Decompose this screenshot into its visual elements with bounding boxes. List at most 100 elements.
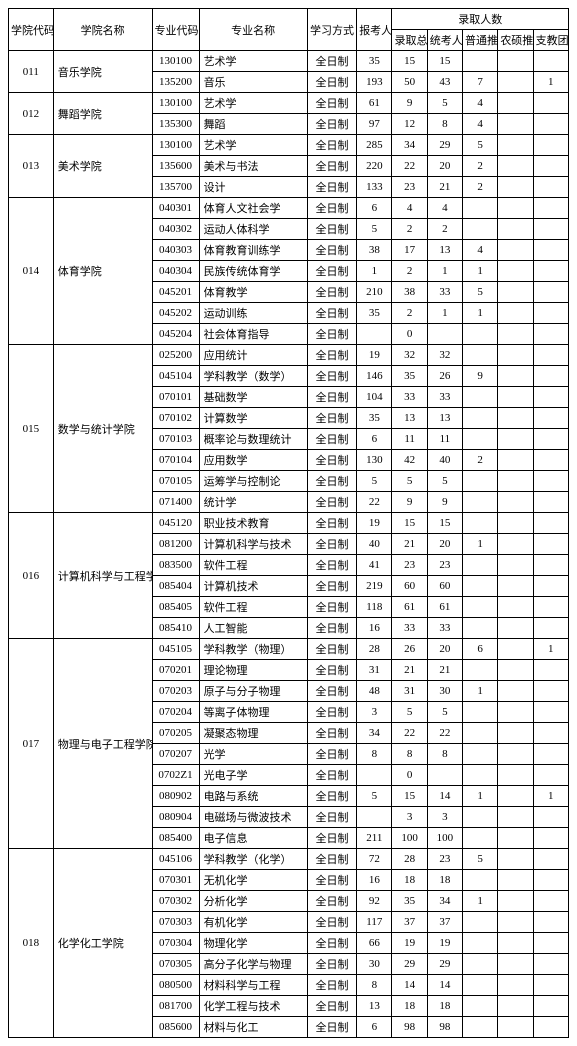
admit-support-cell [533, 429, 568, 450]
admit-support-cell [533, 828, 568, 849]
admit-rural-cell [498, 429, 533, 450]
admit-total-cell: 2 [392, 261, 427, 282]
school-name-cell: 舞蹈学院 [53, 93, 152, 135]
admit-general-cell [463, 471, 498, 492]
major-code-cell: 045202 [152, 303, 199, 324]
major-code-cell: 045201 [152, 282, 199, 303]
admit-general-cell [463, 660, 498, 681]
table-row: 016计算机科学与工程学院045120职业技术教育全日制191515 [9, 513, 569, 534]
major-code-cell: 040304 [152, 261, 199, 282]
admit-rural-cell [498, 198, 533, 219]
study-mode-cell: 全日制 [307, 156, 356, 177]
study-mode-cell: 全日制 [307, 786, 356, 807]
admit-rural-cell [498, 786, 533, 807]
major-name-cell: 理论物理 [199, 660, 307, 681]
study-mode-cell: 全日制 [307, 702, 356, 723]
admit-exam-cell: 20 [427, 639, 462, 660]
admit-total-cell: 22 [392, 156, 427, 177]
major-name-cell: 有机化学 [199, 912, 307, 933]
applicants-cell: 285 [357, 135, 392, 156]
school-code-cell: 013 [9, 135, 54, 198]
admit-support-cell [533, 219, 568, 240]
admit-total-cell: 15 [392, 786, 427, 807]
major-code-cell: 070103 [152, 429, 199, 450]
major-code-cell: 135300 [152, 114, 199, 135]
admit-support-cell [533, 471, 568, 492]
study-mode-cell: 全日制 [307, 1017, 356, 1038]
admit-total-cell: 0 [392, 765, 427, 786]
admit-general-cell: 1 [463, 261, 498, 282]
admit-rural-cell [498, 660, 533, 681]
major-code-cell: 070203 [152, 681, 199, 702]
header-study-mode: 学习方式 [307, 9, 356, 51]
admit-support-cell [533, 597, 568, 618]
applicants-cell: 72 [357, 849, 392, 870]
major-code-cell: 085410 [152, 618, 199, 639]
major-code-cell: 130100 [152, 135, 199, 156]
study-mode-cell: 全日制 [307, 51, 356, 72]
major-name-cell: 体育教学 [199, 282, 307, 303]
admit-rural-cell [498, 891, 533, 912]
admit-support-cell [533, 933, 568, 954]
major-name-cell: 统计学 [199, 492, 307, 513]
school-name-cell: 物理与电子工程学院 [53, 639, 152, 849]
admit-general-cell [463, 933, 498, 954]
admit-exam-cell: 40 [427, 450, 462, 471]
admit-rural-cell [498, 828, 533, 849]
admit-general-cell: 1 [463, 891, 498, 912]
admit-rural-cell [498, 366, 533, 387]
admit-rural-cell [498, 555, 533, 576]
applicants-cell: 146 [357, 366, 392, 387]
major-name-cell: 计算数学 [199, 408, 307, 429]
admit-total-cell: 38 [392, 282, 427, 303]
admit-general-cell [463, 576, 498, 597]
major-name-cell: 光学 [199, 744, 307, 765]
applicants-cell: 133 [357, 177, 392, 198]
study-mode-cell: 全日制 [307, 513, 356, 534]
study-mode-cell: 全日制 [307, 807, 356, 828]
admit-rural-cell [498, 870, 533, 891]
school-code-cell: 014 [9, 198, 54, 345]
study-mode-cell: 全日制 [307, 576, 356, 597]
admit-rural-cell [498, 408, 533, 429]
applicants-cell: 5 [357, 219, 392, 240]
admit-support-cell [533, 870, 568, 891]
admit-general-cell [463, 555, 498, 576]
admit-total-cell: 21 [392, 534, 427, 555]
admit-total-cell: 0 [392, 324, 427, 345]
applicants-cell: 219 [357, 576, 392, 597]
major-code-cell: 0702Z1 [152, 765, 199, 786]
major-name-cell: 凝聚态物理 [199, 723, 307, 744]
applicants-cell: 6 [357, 429, 392, 450]
major-code-cell: 080500 [152, 975, 199, 996]
admit-rural-cell [498, 534, 533, 555]
school-name-cell: 美术学院 [53, 135, 152, 198]
major-name-cell: 舞蹈 [199, 114, 307, 135]
admit-exam-cell: 37 [427, 912, 462, 933]
admit-rural-cell [498, 975, 533, 996]
table-row: 012舞蹈学院130100艺术学全日制61954 [9, 93, 569, 114]
admit-general-cell: 9 [463, 366, 498, 387]
admit-total-cell: 23 [392, 555, 427, 576]
major-name-cell: 美术与书法 [199, 156, 307, 177]
admit-support-cell [533, 891, 568, 912]
major-code-cell: 070201 [152, 660, 199, 681]
applicants-cell: 211 [357, 828, 392, 849]
admit-general-cell: 1 [463, 681, 498, 702]
admit-rural-cell [498, 282, 533, 303]
major-code-cell: 085600 [152, 1017, 199, 1038]
admit-exam-cell: 20 [427, 156, 462, 177]
admit-exam-cell: 2 [427, 219, 462, 240]
study-mode-cell: 全日制 [307, 471, 356, 492]
major-name-cell: 运动人体科学 [199, 219, 307, 240]
admit-general-cell [463, 345, 498, 366]
admit-exam-cell: 19 [427, 933, 462, 954]
major-name-cell: 电磁场与微波技术 [199, 807, 307, 828]
study-mode-cell: 全日制 [307, 366, 356, 387]
applicants-cell: 22 [357, 492, 392, 513]
admit-support-cell [533, 681, 568, 702]
admit-exam-cell: 20 [427, 534, 462, 555]
major-name-cell: 学科教学（化学） [199, 849, 307, 870]
major-name-cell: 职业技术教育 [199, 513, 307, 534]
admit-support-cell [533, 156, 568, 177]
